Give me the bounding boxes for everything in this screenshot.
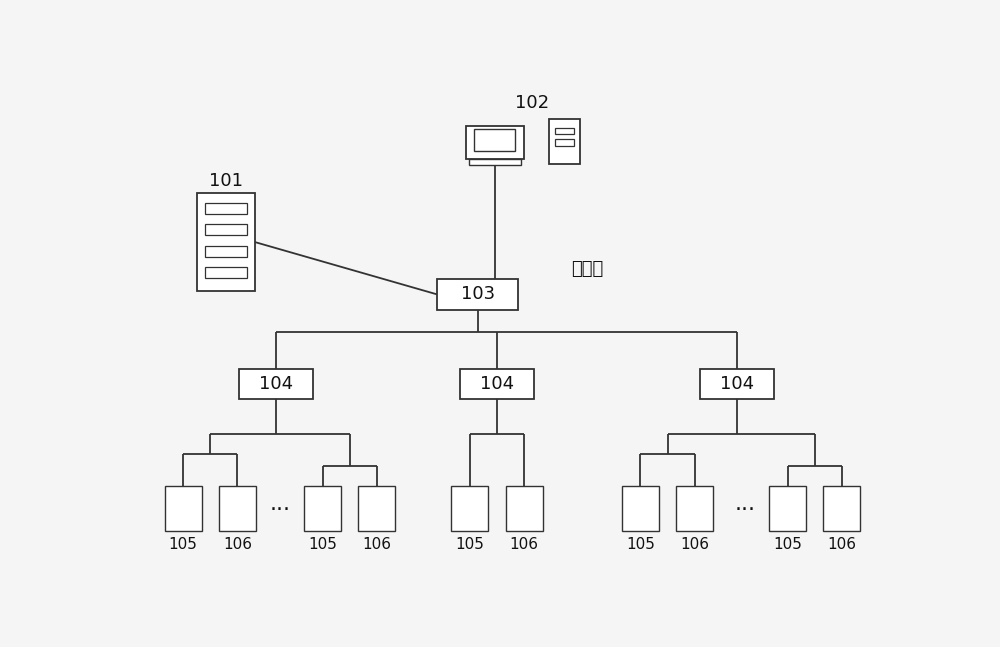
Bar (205, 225, 247, 236)
Text: 106: 106 (510, 538, 539, 553)
Bar (769, 486, 806, 531)
Bar (205, 267, 247, 278)
Bar (165, 486, 202, 531)
Bar (700, 369, 774, 399)
Bar (506, 486, 543, 531)
Bar (205, 203, 247, 214)
Bar (466, 126, 524, 159)
Text: 101: 101 (209, 172, 243, 190)
Text: 106: 106 (827, 538, 856, 553)
Bar (437, 279, 518, 310)
Bar (474, 129, 515, 151)
Text: 105: 105 (308, 538, 337, 553)
Text: 106: 106 (362, 538, 391, 553)
Bar (555, 139, 574, 146)
Text: 105: 105 (626, 538, 655, 553)
Bar (197, 193, 255, 291)
Text: 105: 105 (169, 538, 198, 553)
Bar (358, 486, 395, 531)
Text: 104: 104 (259, 375, 293, 393)
Bar (460, 369, 534, 399)
Text: 106: 106 (223, 538, 252, 553)
Text: ...: ... (270, 494, 290, 514)
Text: 104: 104 (480, 375, 514, 393)
Text: 以太网: 以太网 (571, 261, 603, 278)
Text: 106: 106 (680, 538, 709, 553)
Bar (469, 159, 521, 164)
Bar (549, 119, 580, 164)
Text: 105: 105 (455, 538, 484, 553)
Bar (555, 127, 574, 134)
Text: 103: 103 (461, 285, 495, 303)
Bar (622, 486, 659, 531)
Bar (239, 369, 313, 399)
Text: 105: 105 (773, 538, 802, 553)
Text: 104: 104 (720, 375, 754, 393)
Bar (676, 486, 713, 531)
Bar (451, 486, 488, 531)
Bar (219, 486, 256, 531)
Text: 102: 102 (515, 94, 549, 111)
Bar (205, 246, 247, 257)
Bar (304, 486, 341, 531)
Text: ...: ... (734, 494, 756, 514)
Bar (823, 486, 860, 531)
